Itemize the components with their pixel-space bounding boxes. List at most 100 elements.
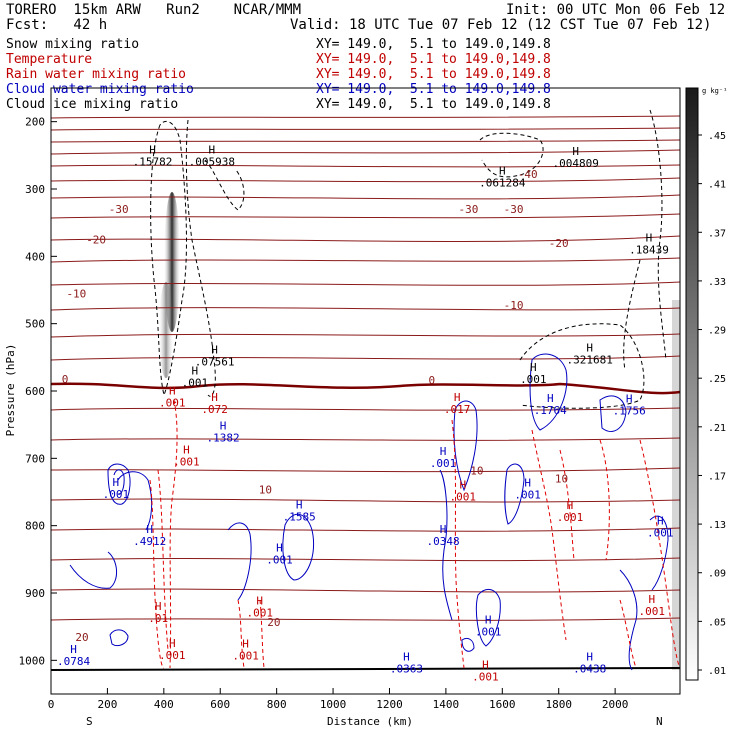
maximum-value-label: .001 <box>266 553 293 566</box>
temperature-contour-label: 10 <box>470 464 483 477</box>
maximum-marker: H <box>657 514 664 527</box>
y-axis-title: Pressure (hPa) <box>4 344 17 437</box>
colorbar-level-label: .41 <box>708 180 726 191</box>
x-tick-label: 1800 <box>545 698 572 711</box>
maximum-value-label: .4912 <box>133 535 166 548</box>
legend-xy-snow: XY= 149.0, 5.1 to 149.0,149.8 <box>316 37 551 52</box>
maximum-value-label: .001 <box>520 373 547 386</box>
maximum-value-label: .004809 <box>552 157 598 170</box>
x-tick-label: 600 <box>210 698 230 711</box>
y-tick-label: 900 <box>25 587 45 600</box>
maximum-value-label: .001 <box>472 671 499 684</box>
maximum-value-label: .001 <box>430 457 457 470</box>
x-tick-label: 1400 <box>433 698 460 711</box>
maximum-marker: H <box>586 341 593 354</box>
forecast-hour: Fcst: 42 h <box>6 17 108 33</box>
maximum-value-label: .1756 <box>613 405 646 418</box>
y-axis: 200 300 400 500 600 700 800 900 1000 <box>19 116 57 667</box>
colorbar: .45 .41 .37 .33 .29 .25 .21 .17 .13 .09 .05 .01 g k… <box>685 87 727 681</box>
maximum-marker: H <box>192 364 199 377</box>
maximum-marker: H <box>530 361 537 374</box>
snow-shading <box>159 192 680 670</box>
y-tick-label: 800 <box>25 520 45 533</box>
temperature-contour-label: -30 <box>459 203 479 216</box>
colorbar-level-label: .33 <box>708 277 726 288</box>
y-tick-label: 400 <box>25 250 45 263</box>
maximum-marker: H <box>276 541 283 554</box>
maximum-marker: H <box>482 659 489 672</box>
maximum-marker: H <box>648 593 655 606</box>
colorbar-level-label: .45 <box>708 131 726 142</box>
maximum-marker: H <box>169 637 176 650</box>
colorbar-level-label: .09 <box>708 569 726 580</box>
temperature-contour-label: 0 <box>62 373 69 386</box>
legend-name-rain: Rain water mixing ratio <box>6 67 187 82</box>
maximum-value-label: .072 <box>201 403 228 416</box>
maximum-value-label: .1382 <box>206 431 239 444</box>
init-time: Init: 00 UTC Mon 06 Feb 12 <box>506 2 726 18</box>
maximum-marker: H <box>440 445 447 458</box>
colorbar-level-label: .01 <box>708 666 726 677</box>
temperature-contour-label: -20 <box>549 237 569 250</box>
maximum-value-label: .001 <box>173 456 200 469</box>
maximum-marker: H <box>242 638 249 651</box>
maximum-marker: H <box>220 419 227 432</box>
colorbar-level-label: .05 <box>708 617 726 628</box>
maximum-marker: H <box>586 650 593 663</box>
legend-name-temperature: Temperature <box>6 52 93 67</box>
temperature-contour-label: 10 <box>555 473 568 486</box>
rain-water-contours <box>149 399 680 669</box>
maximum-marker: H <box>646 232 653 245</box>
maximum-marker: H <box>459 479 466 492</box>
legend-name-snow: Snow mixing ratio <box>6 37 140 52</box>
maximum-value-label: .1585 <box>283 510 316 523</box>
maximum-value-label: .001 <box>182 376 209 389</box>
x-axis-left-end-label: S <box>86 715 93 728</box>
y-tick-label: 500 <box>25 318 45 331</box>
maximum-value-label: .061284 <box>479 176 526 189</box>
maximum-value-label: .001 <box>647 526 674 539</box>
maximum-value-label: .005938 <box>189 155 235 168</box>
temperature-contour-label: -30 <box>109 203 129 216</box>
x-axis: 0 200 400 600 800 1000 1200 1400 1600 1800 2000 <box>48 688 628 711</box>
maximum-value-label: .001 <box>514 489 541 502</box>
colorbar-unit: g kg⁻¹ <box>702 87 727 95</box>
legend-name-cloud-water: Cloud water mixing ratio <box>6 82 194 97</box>
maximum-marker: H <box>211 343 218 356</box>
maximum-value-label: .001 <box>232 650 259 663</box>
y-tick-label: 300 <box>25 183 45 196</box>
maximum-value-label: .0438 <box>573 662 606 675</box>
temperature-contour-label: -30 <box>504 203 524 216</box>
maximum-value-label: .1764 <box>534 404 567 417</box>
colorbar-level-label: .29 <box>708 326 726 337</box>
maximum-marker: H <box>208 143 215 156</box>
maximum-value-label: .001 <box>450 491 477 504</box>
maximum-marker: H <box>149 143 156 156</box>
maximum-marker: H <box>211 391 218 404</box>
colorbar-level-label: .13 <box>708 520 726 531</box>
legend-xy-cloud-water: XY= 149.0, 5.1 to 149.0,149.8 <box>316 82 551 97</box>
cloud-water-contours <box>69 353 669 671</box>
terrain-line <box>51 667 680 671</box>
maximum-marker: H <box>113 476 120 489</box>
temperature-contour-label: -40 <box>518 168 538 181</box>
temperature-contour-label: 20 <box>75 631 88 644</box>
x-tick-label: 800 <box>267 698 287 711</box>
maximum-value-label: .001 <box>557 511 584 524</box>
colorbar-level-label: .17 <box>708 471 726 482</box>
maximum-marker: H <box>547 392 554 405</box>
maximum-marker: H <box>572 145 579 158</box>
temperature-contour-label: -10 <box>504 299 524 312</box>
y-tick-label: 1000 <box>19 654 46 667</box>
x-tick-label: 1600 <box>489 698 516 711</box>
maximum-value-label: .017 <box>444 403 471 416</box>
colorbar-level-label: .21 <box>708 423 726 434</box>
maximum-marker: H <box>256 595 263 608</box>
cloud-ice-contours <box>150 109 667 409</box>
plot-frame <box>50 87 681 695</box>
maximum-marker: H <box>440 523 447 536</box>
maximum-marker: H <box>296 498 303 511</box>
temperature-labels: -40 -30 -30 -30 -20 -20 -10 -10 0 0 10 10 10 20 20 <box>62 168 569 644</box>
temperature-contour-label: 20 <box>267 616 280 629</box>
